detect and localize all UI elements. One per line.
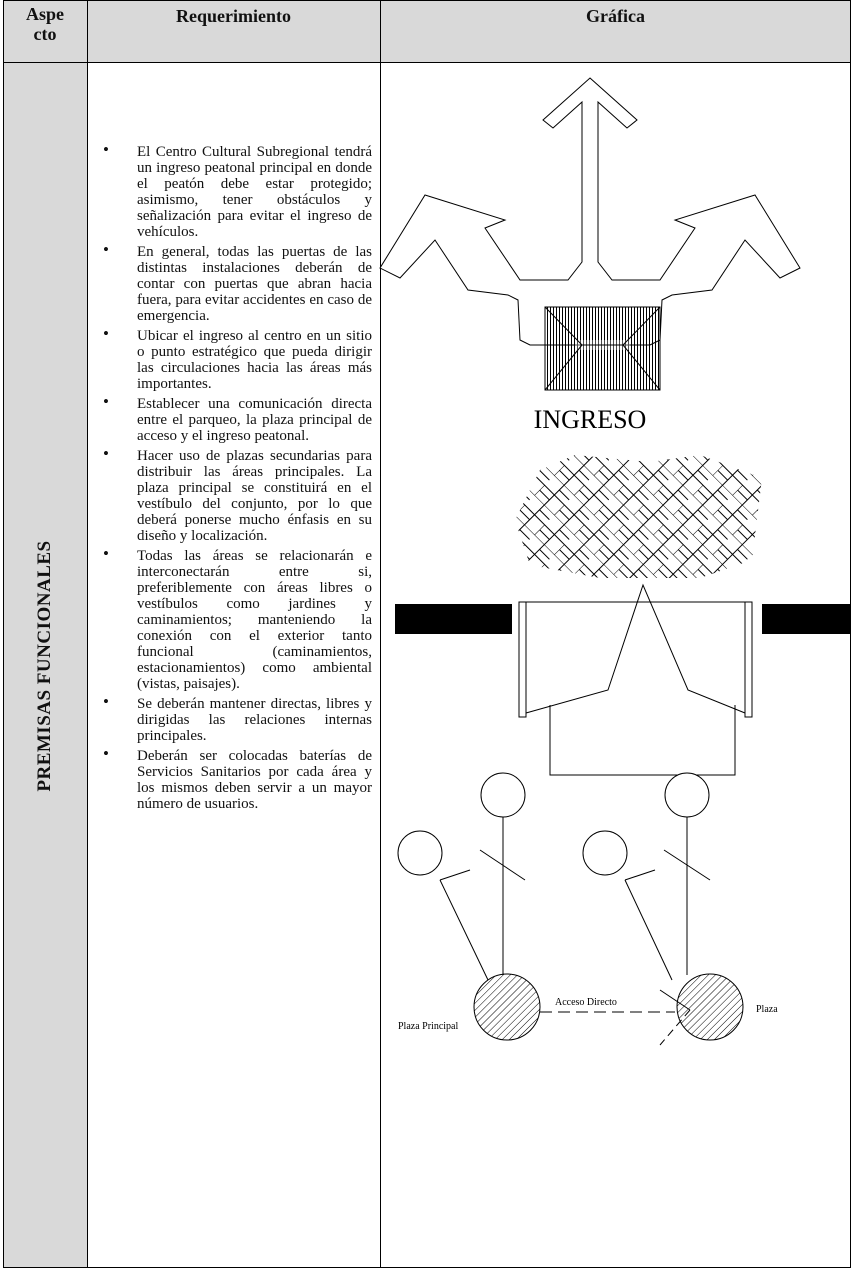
- requirement-item: Todas las áreas se relacionarán e interc…: [103, 546, 372, 692]
- requirement-item: Deberán ser colocadas baterías de Servic…: [103, 746, 372, 812]
- header-aspect: Aspe cto: [3, 4, 87, 44]
- paving: [515, 455, 762, 578]
- requirements: El Centro Cultural Subregional tendrá un…: [103, 142, 372, 816]
- requirement-item: Ubicar el ingreso al centro en un sitio …: [103, 326, 372, 392]
- entrance-label: INGRESO: [534, 405, 647, 434]
- wall: [395, 604, 512, 634]
- building: [544, 306, 661, 391]
- gate: [518, 583, 753, 776]
- requirement-item: En general, todas las puertas de las dis…: [103, 242, 372, 324]
- header-graphic: Gráfica: [586, 6, 645, 26]
- requirement-list: El Centro Cultural Subregional tendrá un…: [103, 142, 372, 812]
- wall: [762, 604, 851, 634]
- header-requirement: Requerimiento: [176, 6, 291, 26]
- pedestrian-arrows: [379, 77, 801, 346]
- requirement-item: Hacer uso de plazas secundarias para dis…: [103, 446, 372, 544]
- requirement-item: Establecer una comunicación directa entr…: [103, 394, 372, 444]
- header-aspect-line: cto: [33, 24, 57, 44]
- main-plaza-label: Plaza Principal: [398, 1021, 458, 1032]
- relation-diagram: [397, 772, 744, 1046]
- requirement-item: El Centro Cultural Subregional tendrá un…: [103, 142, 372, 240]
- plaza-label: Plaza: [756, 1004, 778, 1015]
- requirement-item: Se deberán mantener directas, libres y d…: [103, 694, 372, 744]
- header-aspect-line: Aspe: [25, 4, 64, 24]
- aspect-column-bg: [3, 0, 87, 1268]
- direct-access-label: Acceso Directo: [555, 997, 617, 1008]
- header-bg: [87, 0, 851, 62]
